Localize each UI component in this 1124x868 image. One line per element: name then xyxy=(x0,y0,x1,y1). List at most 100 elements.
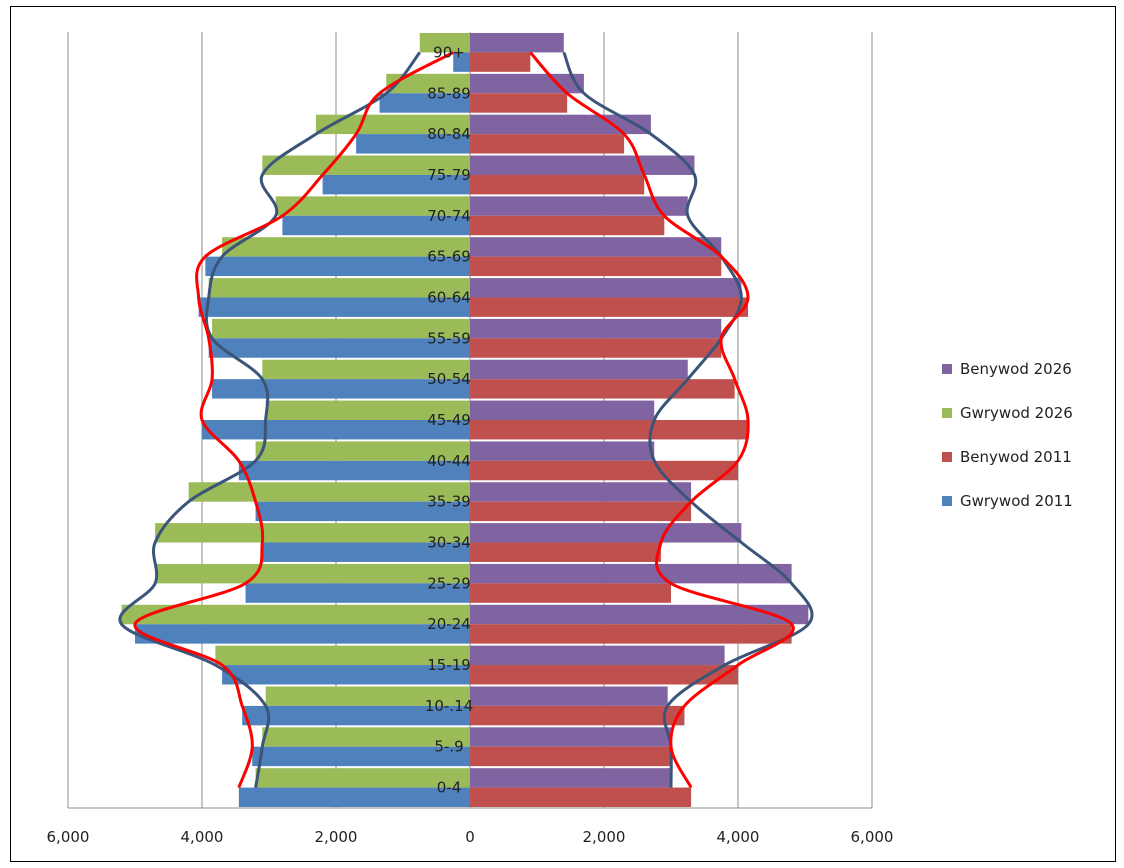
bar xyxy=(208,338,470,358)
bar xyxy=(155,563,470,584)
x-tick-label: 2,000 xyxy=(583,828,626,846)
bar xyxy=(470,359,688,380)
bar xyxy=(212,379,471,399)
trend-curve-gwrywod-2026 xyxy=(118,51,421,788)
bar xyxy=(470,705,685,726)
bar xyxy=(453,52,470,72)
bar xyxy=(255,501,470,522)
bar xyxy=(470,155,695,175)
category-label: 25-29 xyxy=(427,574,471,592)
bar xyxy=(212,318,471,339)
bar xyxy=(470,460,738,481)
bar xyxy=(121,604,470,625)
bar xyxy=(470,746,671,767)
bar xyxy=(470,73,584,94)
x-tick-label: 0 xyxy=(465,828,475,846)
bar xyxy=(188,482,470,502)
bar xyxy=(322,174,470,195)
legend-label: Benywod 2011 xyxy=(960,448,1072,466)
bar xyxy=(470,604,809,625)
category-labels: 0-4 5-.9 10-.14 15-19 20-24 25-29 30-34 35-39 40… xyxy=(425,43,473,796)
legend-swatch xyxy=(942,364,952,374)
bar xyxy=(198,297,470,317)
bar xyxy=(470,645,725,666)
category-label: 35-39 xyxy=(427,493,471,511)
bar xyxy=(470,482,692,502)
category-label: 30-34 xyxy=(427,534,471,552)
bar xyxy=(222,665,470,685)
bar xyxy=(419,33,470,53)
bar xyxy=(470,93,568,113)
bar xyxy=(222,237,470,257)
x-tick-label: 6,000 xyxy=(851,828,894,846)
trend-curves xyxy=(118,51,814,789)
category-label: 50-54 xyxy=(427,370,471,388)
bar xyxy=(356,134,470,154)
bar xyxy=(135,624,470,644)
bar xyxy=(238,460,470,481)
category-label: 0-4 xyxy=(437,779,462,797)
x-tick-label: 2,000 xyxy=(315,828,358,846)
bar xyxy=(215,645,470,666)
bar xyxy=(242,705,470,726)
bar xyxy=(470,727,671,747)
bar xyxy=(282,215,470,236)
bar xyxy=(255,768,470,788)
bar xyxy=(252,746,470,767)
x-tick-label: 4,000 xyxy=(717,828,760,846)
legend-label: Gwrywod 2026 xyxy=(960,404,1073,422)
bar xyxy=(470,624,792,644)
legend-swatch xyxy=(942,496,952,506)
legend-swatch xyxy=(942,452,952,462)
bar xyxy=(470,665,738,685)
legend-label: Gwrywod 2011 xyxy=(960,492,1073,510)
category-label: 60-64 xyxy=(427,288,471,306)
bar xyxy=(202,420,470,440)
bar xyxy=(238,787,470,807)
bar xyxy=(262,542,470,562)
x-axis: 6,000 4,000 2,000 0 2,000 4,000 6,000 xyxy=(47,807,894,846)
legend-label: Benywod 2026 xyxy=(960,360,1072,378)
bar xyxy=(245,583,470,603)
x-tick-label: 4,000 xyxy=(181,828,224,846)
category-label: 80-84 xyxy=(427,125,471,143)
bar xyxy=(470,256,722,277)
bar xyxy=(379,93,470,113)
bar xyxy=(470,52,531,72)
category-label: 70-74 xyxy=(427,207,471,225)
bar xyxy=(470,400,655,420)
category-label: 5-.9 xyxy=(434,738,463,756)
bar xyxy=(470,134,625,154)
category-label: 20-24 xyxy=(427,615,471,633)
category-label: 90+ xyxy=(433,43,465,61)
bar xyxy=(265,686,470,706)
bar xyxy=(275,196,470,216)
trend-curve-benywod-2011 xyxy=(529,51,795,789)
bar xyxy=(470,523,742,543)
category-label: 75-79 xyxy=(427,166,471,184)
bar xyxy=(155,523,470,543)
bar xyxy=(262,359,470,380)
bar xyxy=(470,237,722,257)
category-label: 40-44 xyxy=(427,452,471,470)
category-label: 45-49 xyxy=(427,411,471,429)
bar xyxy=(470,278,742,298)
category-label: 55-59 xyxy=(427,329,471,347)
category-label: 15-19 xyxy=(427,656,471,674)
bar xyxy=(470,318,722,339)
bar xyxy=(470,420,749,440)
bar xyxy=(208,278,470,298)
bar xyxy=(262,727,470,747)
bar xyxy=(470,33,564,53)
category-label: 10-.14 xyxy=(425,697,473,715)
category-label: 65-69 xyxy=(427,248,471,266)
bar xyxy=(470,787,692,807)
bar xyxy=(470,542,661,562)
bar xyxy=(470,441,655,461)
bar xyxy=(470,501,692,522)
bar xyxy=(470,583,671,603)
x-tick-label: 6,000 xyxy=(47,828,90,846)
bar xyxy=(470,196,688,216)
trend-curve-gwrywod-2011 xyxy=(133,51,455,789)
